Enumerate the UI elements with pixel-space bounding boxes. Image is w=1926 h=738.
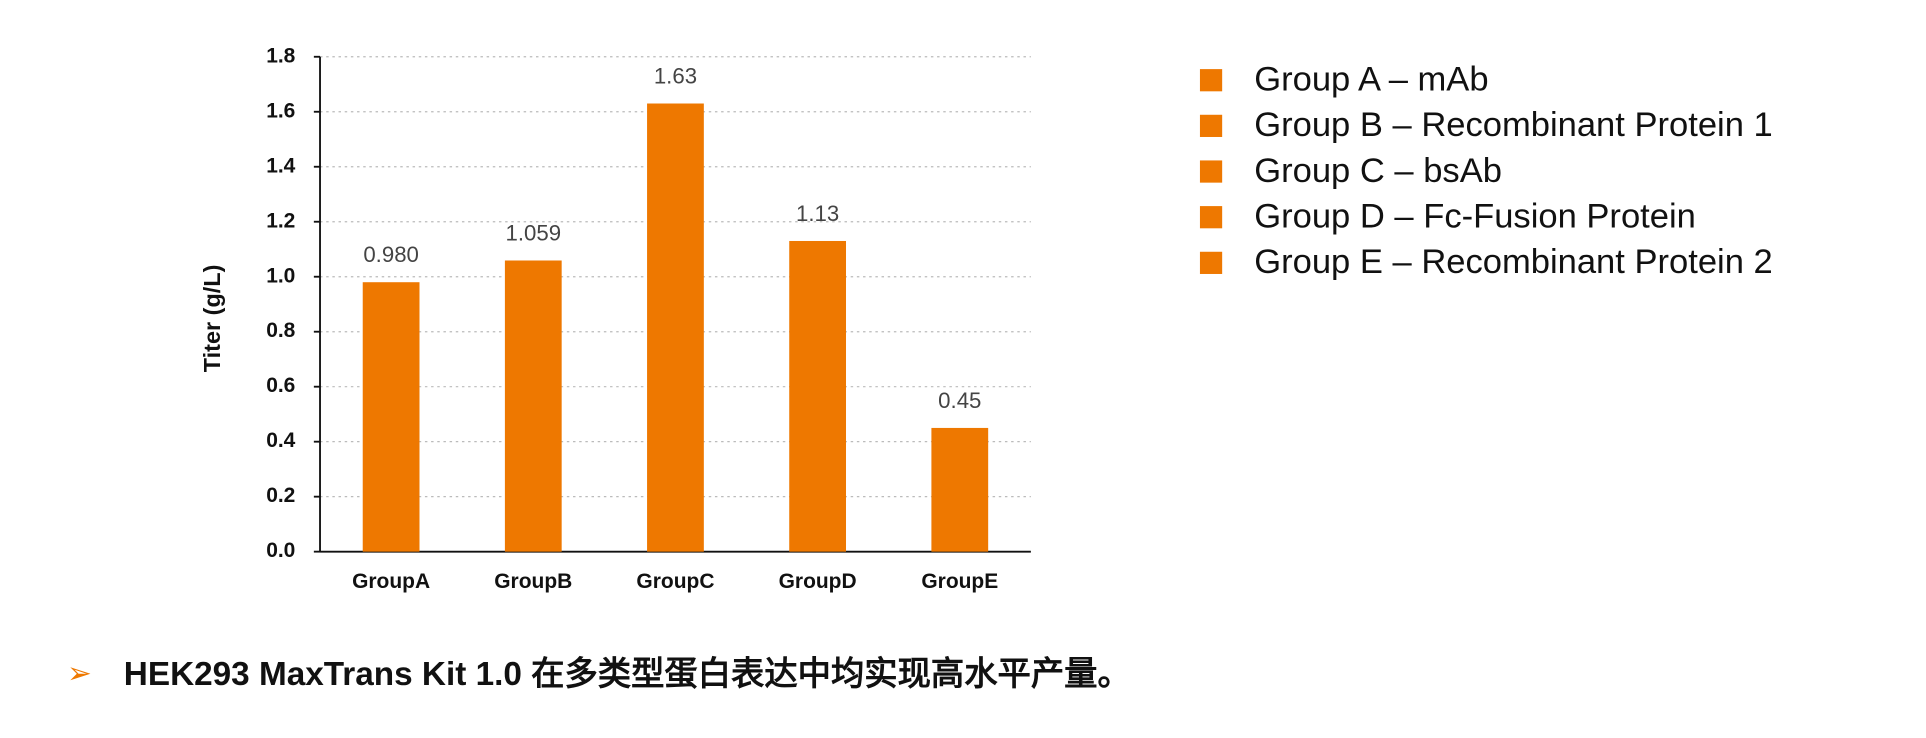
data-label: 0.45 (938, 388, 981, 413)
data-label: 1.63 (654, 63, 697, 88)
x-tick-label: GroupC (636, 570, 714, 593)
y-tick-label: 1.2 (266, 209, 295, 232)
bar (931, 427, 989, 552)
x-tick-label: GroupE (921, 570, 998, 593)
legend-swatch (1199, 206, 1223, 229)
y-tick-label: 0.8 (266, 319, 295, 342)
bullet-arrow: ➢ (67, 657, 92, 690)
y-tick-label: 1.6 (266, 99, 295, 122)
legend-label: Group A – mAb (1254, 61, 1488, 99)
legend-label: Group B – Recombinant Protein 1 (1254, 106, 1773, 144)
x-tick-label: GroupB (494, 570, 572, 593)
y-tick-label: 1.4 (266, 154, 295, 177)
caption: HEK293 MaxTrans Kit 1.0 在多类型蛋白表达中均实现高水平产… (124, 655, 1131, 693)
legend-swatch (1199, 69, 1223, 92)
legend-swatch (1199, 160, 1223, 183)
x-tick-label: GroupD (779, 570, 857, 593)
y-tick-label: 0.2 (266, 484, 295, 507)
legend-label: Group D – Fc-Fusion Protein (1254, 198, 1696, 236)
data-label: 1.059 (506, 220, 562, 245)
y-axis-label: Titer (g/L) (199, 265, 225, 373)
data-label: 1.13 (796, 201, 839, 226)
bar (647, 103, 704, 552)
y-tick-label: 0.6 (266, 374, 295, 397)
data-label: 0.980 (363, 242, 419, 267)
bar (504, 260, 562, 552)
y-tick-label: 1.0 (266, 264, 295, 287)
y-tick-label: 1.8 (266, 44, 295, 67)
bar (362, 282, 420, 552)
legend-swatch (1199, 114, 1223, 137)
bar (789, 240, 847, 552)
legend-label: Group E – Recombinant Protein 2 (1254, 243, 1773, 281)
x-tick-label: GroupA (352, 570, 430, 593)
y-tick-label: 0.0 (266, 539, 295, 562)
y-tick-label: 0.4 (266, 429, 295, 452)
legend-label: Group C – bsAb (1254, 152, 1502, 190)
legend-swatch (1199, 251, 1223, 274)
